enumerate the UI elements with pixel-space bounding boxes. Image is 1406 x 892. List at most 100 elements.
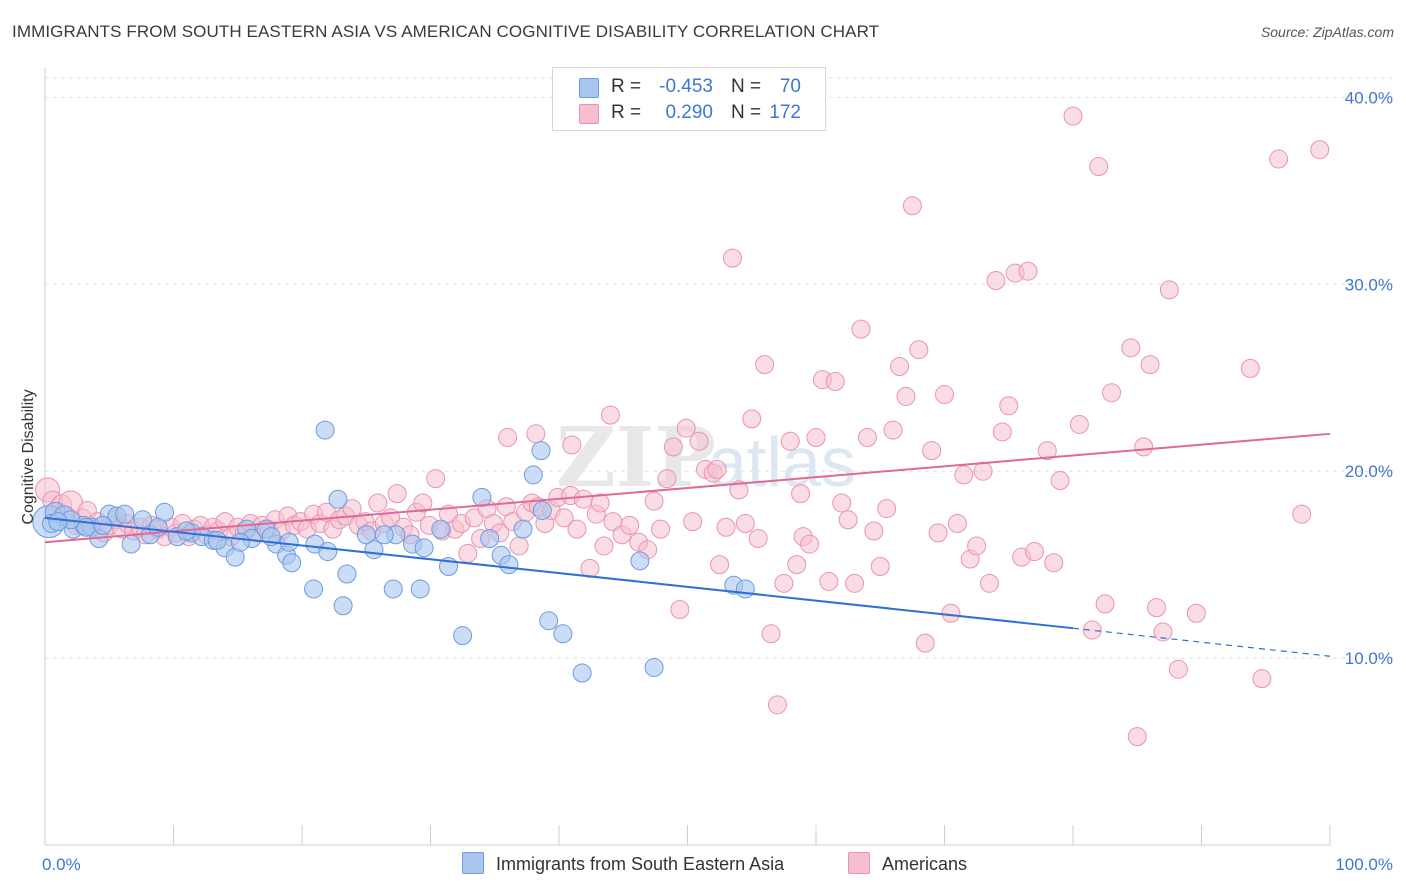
data-point-americans xyxy=(594,536,614,556)
data-point-americans xyxy=(651,519,671,539)
data-point-americans xyxy=(707,459,727,479)
y-tick-label: 20.0% xyxy=(1345,462,1393,481)
data-point-americans xyxy=(947,514,967,534)
data-point-americans xyxy=(426,469,446,489)
data-point-americans xyxy=(1159,280,1179,300)
data-point-americans xyxy=(735,514,755,534)
data-point-americans xyxy=(498,428,518,448)
legend-r-label: R = xyxy=(611,102,642,123)
data-point-americans xyxy=(742,409,762,429)
data-point-americans xyxy=(973,461,993,481)
data-point-americans xyxy=(935,385,954,405)
y-tick-label: 10.0% xyxy=(1345,649,1393,668)
data-point-americans xyxy=(1240,358,1260,378)
data-point-immigrants xyxy=(414,538,434,558)
data-point-americans xyxy=(562,435,582,455)
y-tick-label: 40.0% xyxy=(1345,88,1393,107)
data-point-immigrants xyxy=(644,657,664,677)
data-point-immigrants xyxy=(121,534,141,554)
data-point-immigrants xyxy=(523,465,543,485)
data-point-americans xyxy=(883,420,903,440)
data-point-immigrants xyxy=(531,441,551,461)
data-point-americans xyxy=(791,484,811,504)
data-point-americans xyxy=(663,437,683,457)
data-point-americans xyxy=(928,523,948,543)
data-point-americans xyxy=(683,512,703,532)
data-point-americans xyxy=(387,484,407,504)
data-point-americans xyxy=(670,600,690,619)
data-point-americans xyxy=(1102,383,1122,403)
legend-n-value-blue: 70 xyxy=(779,76,801,97)
x-tick-label-max: 100.0% xyxy=(1335,855,1393,874)
bottom-legend-pink: Americans xyxy=(848,852,967,876)
data-point-immigrants xyxy=(383,579,403,599)
data-point-americans xyxy=(413,493,433,513)
legend-n-label: N = xyxy=(731,102,762,123)
data-point-americans xyxy=(1153,622,1173,642)
data-point-americans xyxy=(1044,553,1064,573)
data-point-immigrants xyxy=(480,528,500,548)
data-point-americans xyxy=(590,493,610,513)
data-point-immigrants xyxy=(532,500,552,520)
data-point-americans xyxy=(767,695,787,715)
data-point-americans xyxy=(1069,414,1089,434)
data-point-americans xyxy=(1134,437,1154,457)
data-point-immigrants xyxy=(735,579,755,599)
data-point-americans xyxy=(716,517,736,537)
data-point-americans xyxy=(368,493,388,513)
data-point-americans xyxy=(992,422,1012,442)
legend-n-value-pink: 172 xyxy=(769,102,801,123)
source-label: Source: ZipAtlas.com xyxy=(1260,24,1394,40)
data-point-americans xyxy=(729,480,749,500)
data-point-americans xyxy=(1147,598,1167,618)
data-point-americans xyxy=(755,355,775,375)
data-point-americans xyxy=(1037,441,1057,461)
x-tick-label-min: 0.0% xyxy=(42,855,81,874)
data-point-immigrants xyxy=(374,525,394,545)
data-point-americans xyxy=(1186,603,1206,623)
y-axis-label: Cognitive Disability xyxy=(20,389,37,524)
legend-r-value-blue: -0.453 xyxy=(659,76,713,97)
y-tick-label: 30.0% xyxy=(1345,275,1393,294)
data-point-immigrants xyxy=(115,504,135,524)
data-point-americans xyxy=(600,405,620,425)
legend-row-blue: R = -0.453 N = 70 xyxy=(553,75,825,101)
data-point-americans xyxy=(748,528,768,548)
data-point-americans xyxy=(845,573,865,593)
data-point-americans xyxy=(554,508,574,528)
data-point-americans xyxy=(1089,157,1109,177)
legend-row-pink: R = 0.290 N = 172 xyxy=(553,101,825,127)
data-point-immigrants xyxy=(337,564,357,584)
data-point-americans xyxy=(941,603,961,623)
data-point-americans xyxy=(1168,659,1188,679)
data-point-americans xyxy=(1095,594,1115,614)
data-point-americans xyxy=(710,555,730,575)
data-point-americans xyxy=(722,248,742,268)
data-point-americans xyxy=(851,319,871,339)
legend-swatch-pink xyxy=(579,104,599,124)
data-point-americans xyxy=(909,340,929,360)
data-point-americans xyxy=(526,424,546,444)
data-point-americans xyxy=(1063,106,1083,126)
data-point-americans xyxy=(857,428,877,448)
data-point-immigrants xyxy=(230,532,250,552)
trend-lines xyxy=(44,432,1331,657)
chart-title: IMMIGRANTS FROM SOUTH EASTERN ASIA VS AM… xyxy=(12,22,880,41)
data-point-americans xyxy=(922,441,942,461)
data-point-americans xyxy=(676,418,696,438)
data-point-americans xyxy=(870,557,890,577)
data-point-americans xyxy=(819,571,839,591)
data-point-immigrants xyxy=(513,519,533,539)
data-point-americans xyxy=(1050,471,1070,491)
data-point-americans xyxy=(800,534,820,554)
data-point-americans xyxy=(1024,542,1044,562)
data-point-americans xyxy=(1269,149,1289,169)
data-point-immigrants xyxy=(431,519,451,539)
data-point-americans xyxy=(967,536,987,556)
data-point-immigrants xyxy=(472,487,492,507)
data-point-immigrants xyxy=(315,420,335,440)
data-point-americans xyxy=(1292,504,1312,524)
trend-line-immigrants xyxy=(44,516,1074,630)
data-point-americans xyxy=(657,469,677,489)
bottom-legend-swatch-pink xyxy=(848,852,870,874)
